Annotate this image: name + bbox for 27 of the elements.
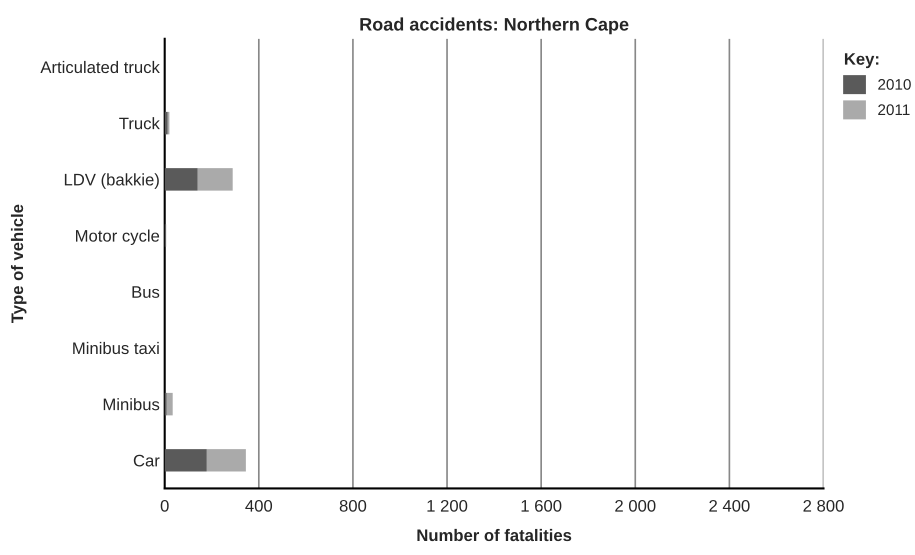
legend-title: Key: (844, 53, 878, 68)
x-tick-label: 1 600 (522, 500, 562, 512)
x-tick-label: 400 (245, 500, 272, 512)
x-axis-title: Number of fatalities (417, 528, 572, 542)
y-axis-title: Type of vehicle (10, 204, 26, 324)
bar (164, 168, 198, 191)
y-tick-label: LDV (bakkie) (64, 173, 159, 189)
y-tick-label: Minibus taxi (73, 342, 159, 354)
bar (164, 449, 207, 472)
y-tick-label: Minibus (104, 398, 160, 410)
y-tick-label: Motor cycle (76, 229, 160, 246)
y-tick-label: Car (134, 454, 160, 467)
legend-label: 2010 (878, 79, 911, 90)
x-tick-label: 800 (340, 500, 366, 512)
bar (198, 168, 233, 191)
y-tick-label: Truck (119, 117, 160, 130)
bar (166, 392, 173, 416)
y-tick-label: Articulated truck (40, 60, 160, 74)
x-tick-label: 1 200 (427, 500, 468, 512)
x-tick-label: 2 000 (615, 500, 656, 512)
chart-title: Road accidents: Northern Cape (360, 17, 628, 34)
x-tick-label: 2 800 (803, 500, 844, 512)
bar (206, 449, 246, 472)
x-tick-label: 0 (160, 500, 169, 512)
y-tick-label: Bus (132, 286, 160, 298)
x-tick-label: 2 400 (709, 500, 750, 512)
legend-label: 2011 (878, 104, 910, 116)
